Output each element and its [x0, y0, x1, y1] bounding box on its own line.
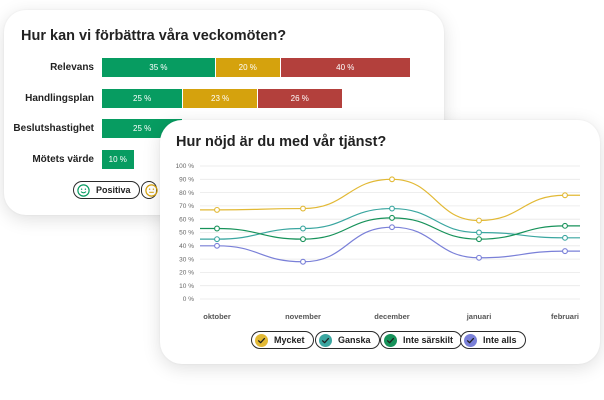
data-point: [214, 206, 220, 213]
legend-item-neutral[interactable]: [141, 181, 158, 199]
legend-label: Inte särskilt: [403, 335, 454, 345]
y-tick-label: 40 %: [179, 243, 194, 250]
bar-chart-title: Hur kan vi förbättra våra veckomöten?: [21, 28, 287, 44]
check-circle-icon: [464, 333, 477, 347]
data-point: [214, 242, 220, 249]
line-chart-card: Hur nöjd är du med vår tjänst? 0 % 10 % 20…: [160, 120, 600, 364]
data-point: [300, 258, 306, 265]
data-point: [214, 225, 220, 232]
data-point: [476, 236, 482, 243]
bar-segment: 10 %: [102, 149, 134, 169]
line-chart-title: Hur nöjd är du med vår tjänst?: [176, 134, 387, 150]
check-circle-icon: [255, 333, 268, 347]
bar-row: Mötets värde 10 %: [4, 149, 444, 169]
legend-label: Ganska: [338, 335, 371, 345]
data-point: [389, 176, 395, 183]
bar-segment: 26 %: [258, 88, 342, 108]
smiley-happy-icon: [77, 183, 90, 197]
bar-row: Handlingsplan 25 % 23 % 26 %: [4, 88, 444, 108]
bar-segment: 20 %: [215, 58, 280, 77]
line-chart: 0 % 10 % 20 % 30 % 40 % 50 % 60 % 70 % 80 % 90 % 1…: [176, 163, 580, 321]
legend-item-positiva[interactable]: Positiva: [73, 181, 140, 199]
series-line-0: [199, 178, 580, 222]
legend-item[interactable]: Inte alls: [460, 331, 526, 349]
bar-category-label: Beslutshastighet: [13, 123, 94, 134]
y-tick-label: 100 %: [176, 163, 195, 170]
smiley-neutral-icon: [145, 183, 158, 197]
legend-label-positiva: Positiva: [96, 185, 131, 195]
data-point: [562, 192, 568, 199]
y-tick-label: 80 %: [179, 190, 194, 197]
data-point: [389, 224, 395, 231]
bar-category-label: Mötets värde: [32, 153, 94, 165]
data-point: [214, 236, 220, 243]
bar-chart-card: Hur kan vi förbättra våra veckomöten? Re…: [4, 10, 444, 215]
y-tick-label: 0 %: [183, 296, 194, 303]
bar-segment: 35 %: [102, 58, 215, 77]
data-point: [476, 229, 482, 236]
data-point: [562, 248, 568, 255]
x-tick-label: november: [285, 312, 321, 321]
data-point: [300, 225, 306, 232]
y-tick-label: 50 %: [179, 230, 194, 237]
data-point: [476, 254, 482, 261]
legend-item[interactable]: Ganska: [315, 331, 380, 349]
data-point: [562, 234, 568, 241]
y-tick-label: 20 %: [179, 270, 194, 277]
bar-segment: 40 %: [280, 58, 410, 77]
bar-segment: 23 %: [183, 88, 257, 108]
data-point: [562, 222, 568, 229]
data-point: [300, 205, 306, 212]
x-tick-label: december: [374, 312, 410, 321]
legend-item[interactable]: Inte särskilt: [380, 331, 463, 349]
legend-label: Mycket: [274, 335, 305, 345]
check-circle-icon: [384, 333, 397, 347]
bar-category-label: Relevans: [50, 62, 94, 73]
y-tick-label: 60 %: [179, 216, 194, 223]
data-point: [389, 205, 395, 212]
data-point: [476, 217, 482, 224]
series-line-1: [200, 207, 580, 240]
y-tick-label: 70 %: [179, 203, 194, 210]
x-tick-label: januari: [466, 312, 492, 321]
data-point: [389, 214, 395, 221]
data-point: [300, 236, 306, 243]
bar-segment: 25 %: [102, 88, 183, 108]
legend-label: Inte alls: [483, 335, 517, 345]
x-tick-label: oktober: [203, 312, 231, 321]
y-tick-label: 30 %: [179, 256, 194, 263]
bar-row: Relevans 35 % 20 % 40 %: [4, 58, 444, 77]
legend-item[interactable]: Mycket: [251, 331, 314, 349]
bar-category-label: Handlingsplan: [25, 92, 94, 104]
y-tick-label: 10 %: [179, 283, 194, 290]
x-tick-label: februari: [551, 312, 579, 321]
y-tick-label: 90 %: [179, 177, 194, 184]
check-circle-icon: [319, 333, 332, 347]
